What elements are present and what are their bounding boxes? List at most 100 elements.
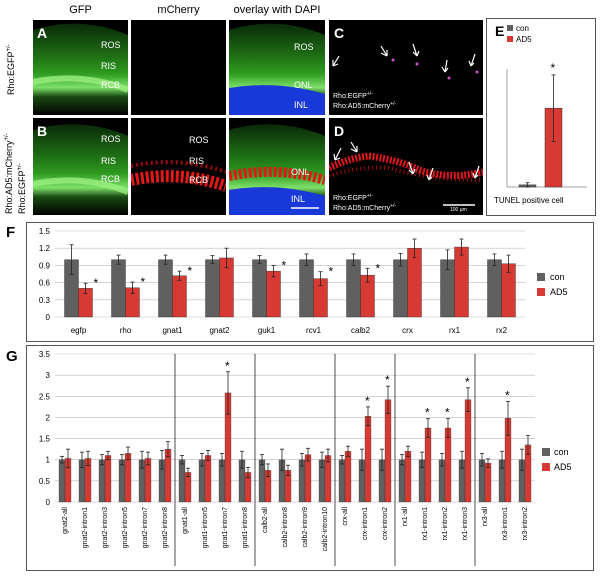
e-legend-con-swatch xyxy=(507,25,513,31)
panel-letter-a: A xyxy=(37,25,47,41)
panel-e xyxy=(486,18,596,216)
micrograph-b-mcherry: ROS RIS RCB xyxy=(131,118,226,215)
g-bar-ad5-crx-intron1 xyxy=(364,416,372,503)
g-bar-ad5-calb2-intron9 xyxy=(304,454,312,503)
f-ytick-0: 0 xyxy=(46,313,51,322)
g-star-crx-intron2: * xyxy=(385,373,390,387)
f-xtick-rcv1: rcv1 xyxy=(306,326,322,335)
c-label-line2: Rho:AD5:mCherry+/- xyxy=(333,101,396,110)
g-bar-ad5-gnat2-intron5 xyxy=(124,453,132,503)
f-bar-con-calb2 xyxy=(346,259,361,318)
g-bar-ad5-rx1-intron3 xyxy=(464,399,472,503)
label-rcb-b2: RCB xyxy=(189,175,208,185)
g-xtick-calb2-intron9: calb2-intron9 xyxy=(302,507,309,548)
e-legend-ad5-swatch xyxy=(507,36,513,42)
panel-letter-c: C xyxy=(334,25,344,41)
g-xtick-gnat2-intron3: gnat2-intron3 xyxy=(102,507,109,548)
panel-letter-g: G xyxy=(6,348,18,365)
f-legend-ad5-label: AD5 xyxy=(550,287,568,297)
side-label-row-a: Rho:EGFP+/- xyxy=(6,44,16,95)
f-bar-AD5-gnat1 xyxy=(172,275,187,318)
f-bar-con-guk1 xyxy=(252,259,267,318)
label-ros-b2: ROS xyxy=(189,135,209,145)
g-xtick-rx1-intron3: rx1-intron3 xyxy=(462,507,469,541)
header-mcherry: mCherry xyxy=(157,4,200,16)
label-ris-b2: RIS xyxy=(189,156,204,166)
f-bar-AD5-crx xyxy=(407,248,422,318)
label-inl-a: INL xyxy=(294,100,308,110)
label-onl-a: ONL xyxy=(294,80,313,90)
g-legend-con-swatch xyxy=(542,448,550,456)
g-bar-con-calb2-all xyxy=(258,459,266,503)
g-bar-ad5-rx3-all xyxy=(484,462,492,503)
g-ytick-1: 0.5 xyxy=(39,477,51,486)
f-star-rcv1: * xyxy=(329,265,334,279)
f-xtick-rx1: rx1 xyxy=(449,326,461,335)
panel-letter-f: F xyxy=(6,224,16,241)
g-xtick-rx3-intron1: rx3-intron1 xyxy=(502,507,509,541)
f-star-guk1: * xyxy=(282,258,287,272)
e-legend-ad5-label: AD5 xyxy=(516,35,532,44)
f-bar-con-rcv1 xyxy=(299,259,314,318)
g-ytick-2: 1 xyxy=(46,456,51,465)
g-bar-con-rx1-all xyxy=(398,459,406,503)
g-xtick-gnat2-intron7: gnat2-intron7 xyxy=(142,507,149,548)
f-ytick-5: 1.5 xyxy=(39,227,51,236)
g-legend-con-label: con xyxy=(554,447,569,457)
g-xtick-gnat2-intron8: gnat2-intron8 xyxy=(162,507,169,548)
micrograph-b-overlay: ONL INL xyxy=(229,118,325,215)
g-xtick-gnat1-all: gnat1-all xyxy=(182,507,189,534)
g-ytick-5: 2.5 xyxy=(39,392,51,401)
label-rcb-b: RCB xyxy=(101,174,120,184)
g-xtick-gnat2-intron5: gnat2-intron5 xyxy=(122,507,129,548)
scale-bar-label: 100 µm xyxy=(450,207,467,213)
f-star-egfp: * xyxy=(94,276,99,290)
f-bar-AD5-rx1 xyxy=(454,246,469,318)
chart-e: * TUNEL positive cell con AD5 E xyxy=(494,23,587,205)
label-onl-b: ONL xyxy=(291,167,310,177)
g-xtick-gnat1-intron5: gnat1-intron5 xyxy=(202,507,209,548)
g-bar-ad5-calb2-intron10 xyxy=(324,455,332,503)
g-bar-ad5-crx-intron2 xyxy=(384,399,392,503)
micrograph-b-gfp: B ROS RIS RCB xyxy=(33,118,128,215)
g-ytick-0: 0 xyxy=(46,498,51,507)
f-xtick-gnat1: gnat1 xyxy=(162,326,183,335)
f-ytick-2: 0.6 xyxy=(39,279,51,288)
chart-g: 0 0.5 1 1.5 2 2.5 3 3.5 gnat2-all gnat2-intron1 gn… xyxy=(39,350,572,566)
g-xtick-calb2-all: calb2-all xyxy=(262,507,269,534)
g-xtick-crx-intron2: crx-intron2 xyxy=(382,507,389,540)
g-bar-con-crx-all xyxy=(338,459,346,503)
g-legend-ad5-swatch xyxy=(542,463,550,471)
label-ris-b: RIS xyxy=(101,156,116,166)
micrograph-a-gfp: A ROS RIS RCB xyxy=(33,20,128,115)
f-bar-AD5-guk1 xyxy=(266,270,281,318)
panel-letter-e: E xyxy=(495,23,504,39)
g-bar-ad5-gnat1-intron5 xyxy=(204,455,212,503)
g-bar-ad5-rx1-intron1 xyxy=(424,427,432,503)
g-xtick-rx1-intron1: rx1-intron1 xyxy=(422,507,429,541)
f-legend-ad5-swatch xyxy=(537,288,545,296)
g-ytick-7: 3.5 xyxy=(39,350,51,359)
micrograph-a-overlay: ROS ONL INL xyxy=(229,20,325,115)
g-xtick-gnat2-intron1: gnat2-intron1 xyxy=(82,507,89,548)
g-star-rx1-intron1: * xyxy=(425,406,430,420)
g-xtick-rx3-all: rx3-all xyxy=(482,507,489,527)
label-ros-a2: ROS xyxy=(294,42,314,52)
g-ytick-6: 3 xyxy=(46,371,51,380)
g-bar-ad5-rx1-intron2 xyxy=(444,427,452,503)
c-label-line1: Rho:EGFP+/- xyxy=(333,91,373,100)
f-bar-con-rho xyxy=(111,259,126,318)
f-legend-con-label: con xyxy=(550,272,565,282)
g-xtick-calb2-intron8: calb2-intron8 xyxy=(282,507,289,548)
f-ytick-3: 0.9 xyxy=(39,261,51,270)
g-xtick-gnat1-intron8: gnat1-intron8 xyxy=(242,507,249,548)
g-star-rx1-intron2: * xyxy=(445,406,450,420)
g-xtick-gnat2-all: gnat2-all xyxy=(62,507,69,534)
f-ytick-4: 1.2 xyxy=(39,244,51,253)
side-label-row-b: Rho:AD5:mCherry+/- Rho:EGFP+/- xyxy=(4,133,27,214)
label-ros-b: ROS xyxy=(101,134,121,144)
label-ros-a: ROS xyxy=(101,40,121,50)
e-legend-con-label: con xyxy=(516,24,529,33)
e-xlabel: TUNEL positive cell xyxy=(494,196,564,205)
g-xtick-calb2-intron10: calb2-intron10 xyxy=(322,507,329,551)
